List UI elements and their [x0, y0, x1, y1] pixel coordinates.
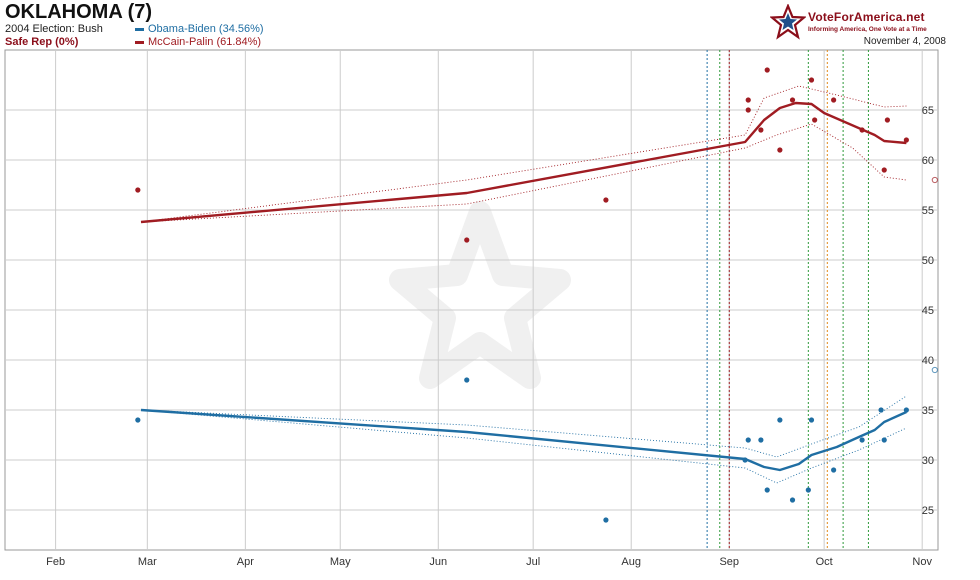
poll-point [758, 127, 764, 133]
brand-name: VoteForAmerica.net [808, 10, 925, 24]
x-tick-label: Mar [138, 556, 157, 568]
x-tick-label: Apr [237, 556, 254, 568]
poll-point [603, 517, 609, 523]
band-upper-1 [140, 85, 907, 223]
election-date: November 4, 2008 [863, 36, 946, 47]
legend-swatch-mccain [135, 40, 144, 44]
poll-point [135, 187, 141, 193]
y-tick-label: 55 [922, 205, 934, 217]
poll-point [764, 487, 770, 493]
x-tick-label: Aug [621, 556, 641, 568]
final-marker [931, 366, 938, 374]
poll-point [859, 127, 865, 133]
x-tick-label: Feb [46, 556, 65, 568]
trend-line-0 [140, 408, 907, 472]
legend-item-obama: Obama-Biden (34.56%) [135, 23, 264, 35]
status-badge: Safe Rep (0%) [5, 36, 79, 48]
poll-point [805, 487, 811, 493]
poll-point [789, 497, 796, 503]
poll-point [831, 97, 837, 103]
band-upper-0 [140, 395, 907, 458]
y-tick-label: 60 [922, 155, 934, 167]
x-tick-label: Sep [719, 556, 739, 568]
final-marker [931, 176, 938, 184]
band-lower-0 [140, 409, 907, 484]
x-tick-label: Nov [912, 556, 932, 568]
poll-point [808, 77, 815, 83]
star-watermark-icon [389, 201, 571, 389]
star-logo-icon [770, 4, 806, 40]
trend-line-1 [140, 101, 907, 224]
axes: 25 30 35 40 45 50 55 60 65 Feb Mar Apr May Jun Jul Aug S… [46, 105, 934, 568]
poll-point [135, 417, 141, 423]
y-tick-label: 45 [922, 305, 934, 317]
poll-point [789, 97, 796, 103]
poll-point [464, 237, 470, 243]
poll-point [745, 97, 751, 103]
y-tick-label: 35 [922, 405, 934, 417]
series [140, 85, 907, 484]
state-title: OKLAHOMA (7) [5, 1, 153, 23]
poll-point [777, 147, 783, 153]
y-tick-label: 50 [922, 255, 934, 267]
x-tick-label: Oct [816, 556, 833, 568]
plot-frame [4, 49, 939, 551]
poll-point [859, 437, 865, 443]
y-tick-label: 65 [922, 105, 934, 117]
x-tick-label: Jun [429, 556, 447, 568]
prev-election-label: 2004 Election: Bush [5, 23, 103, 35]
grid [4, 49, 939, 551]
poll-point [745, 107, 751, 113]
poll-point [881, 437, 887, 443]
poll-point [812, 117, 818, 123]
poll-point [878, 407, 884, 413]
poll-point [808, 417, 815, 423]
poll-point [758, 437, 764, 443]
legend-label-obama: Obama-Biden (34.56%) [148, 23, 264, 35]
y-tick-label: 30 [922, 455, 934, 467]
event-lines [706, 50, 869, 550]
poll-point [831, 467, 837, 473]
y-tick-label: 25 [922, 505, 934, 517]
x-tick-label: May [330, 556, 351, 568]
poll-point [764, 67, 770, 73]
poll-point [464, 377, 470, 383]
site-logo[interactable]: VoteForAmerica.net Informing America, On… [770, 4, 950, 44]
legend-item-mccain: McCain-Palin (61.84%) [135, 36, 261, 48]
poll-point [745, 437, 751, 443]
y-tick-label: 40 [922, 355, 934, 367]
brand-tagline: Informing America, One Vote at a Time [808, 26, 927, 33]
legend-label-mccain: McCain-Palin (61.84%) [148, 36, 262, 48]
poll-point [742, 457, 748, 463]
poll-point [603, 197, 609, 203]
poll-point [903, 137, 909, 143]
poll-point [777, 417, 783, 423]
band-lower-1 [140, 123, 907, 223]
legend-swatch-obama [135, 27, 144, 31]
poll-points [135, 67, 938, 523]
poll-point [903, 407, 909, 413]
x-tick-label: Jul [526, 556, 540, 568]
poll-point [881, 167, 887, 173]
poll-point [884, 117, 890, 123]
